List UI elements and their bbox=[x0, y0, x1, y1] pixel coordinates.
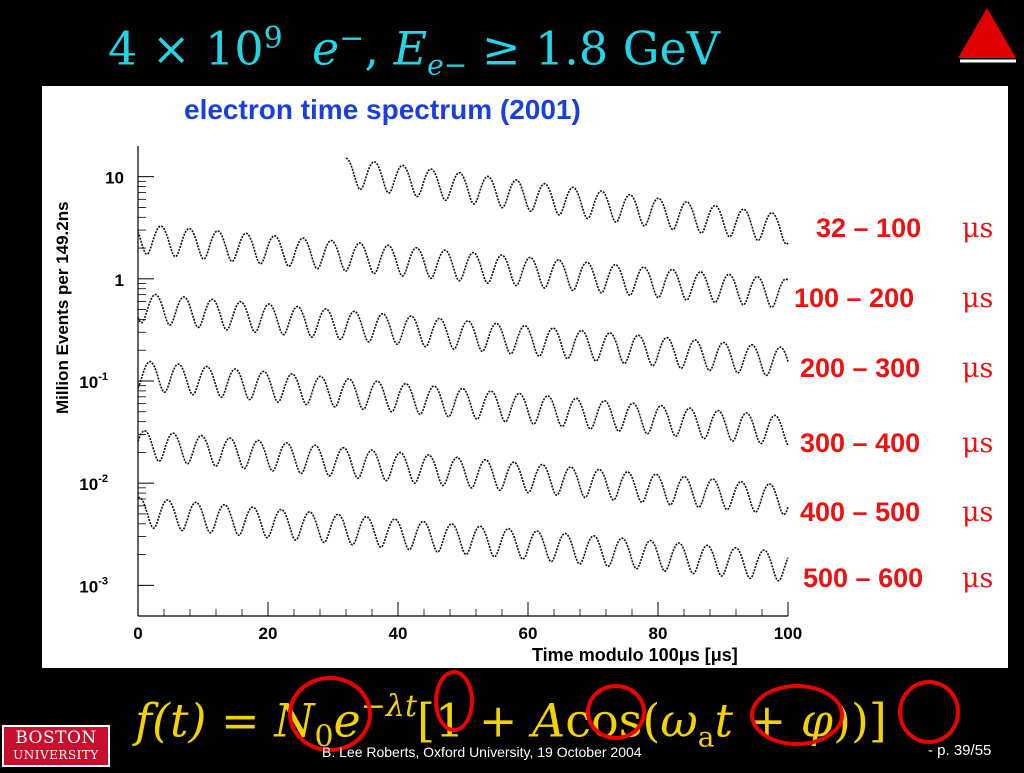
x-axis-label: Time modulo 100μs [μs] bbox=[532, 645, 738, 665]
formula-omega: ω bbox=[660, 693, 698, 748]
x-tick-label: 60 bbox=[519, 624, 538, 643]
range-label: 500 – 600 bbox=[803, 563, 924, 593]
range-unit: μs bbox=[962, 353, 994, 384]
boston-university-logo: BOSTON UNIVERSITY bbox=[2, 725, 110, 767]
footer-credit: B. Lee Roberts, Oxford University, 19 Oc… bbox=[322, 744, 642, 760]
title-electron-sign: − bbox=[339, 21, 365, 56]
formula-lhs: f(t) = bbox=[135, 693, 260, 748]
y-tick-label: 10-3 bbox=[79, 575, 108, 596]
range-unit: μs bbox=[962, 428, 994, 459]
nav-up-triangle-icon[interactable] bbox=[956, 6, 1018, 64]
y-tick-label: 10-1 bbox=[79, 371, 108, 392]
axis-ticks: 10 1 10-1 10-2 10-3 0 20 40 60 80 100 bbox=[79, 169, 802, 643]
title-prefix: 4 × 10 bbox=[108, 21, 264, 76]
x-tick-label: 80 bbox=[649, 624, 668, 643]
series-curve-1 bbox=[345, 157, 789, 245]
x-tick-label: 40 bbox=[389, 624, 408, 643]
range-label: 32 – 100 bbox=[816, 213, 922, 243]
y-tick-label: 10 bbox=[105, 169, 124, 188]
range-unit: μs bbox=[962, 563, 994, 594]
highlight-circle-A bbox=[586, 684, 646, 740]
formula-t: t bbox=[714, 693, 733, 748]
formula-exp-t: t bbox=[404, 689, 417, 724]
page-number: - p. 39/55 bbox=[928, 742, 992, 759]
slide-title: 4 × 109 e−, Ee− ≥ 1.8 GeV bbox=[108, 21, 720, 82]
time-spectrum-chart: electron time spectrum (2001) Million Ev… bbox=[53, 94, 802, 665]
logo-line2: UNIVERSITY bbox=[13, 748, 99, 762]
title-energy-sub: e− bbox=[427, 48, 468, 82]
y-tick-label: 10-2 bbox=[79, 473, 108, 494]
highlight-circle-omega bbox=[750, 684, 844, 746]
range-label: 200 – 300 bbox=[800, 353, 921, 383]
series-curve-3 bbox=[137, 293, 789, 377]
highlight-circle-N0 bbox=[288, 676, 372, 752]
range-unit: μs bbox=[962, 213, 994, 244]
range-unit: μs bbox=[962, 283, 994, 314]
x-tick-label: 20 bbox=[259, 624, 278, 643]
range-label: 300 – 400 bbox=[800, 428, 921, 458]
series-curve-5 bbox=[137, 429, 789, 516]
formula-omega-sub: a bbox=[697, 720, 715, 754]
range-label: 100 – 200 bbox=[794, 283, 915, 313]
data-series bbox=[137, 157, 789, 582]
title-energy: E bbox=[393, 21, 428, 76]
range-label: 400 – 500 bbox=[800, 497, 921, 527]
plot-panel: electron time spectrum (2001) Million Ev… bbox=[42, 86, 1008, 668]
axes bbox=[137, 146, 788, 617]
highlight-circle-lambda bbox=[434, 670, 474, 732]
title-exponent: 9 bbox=[263, 21, 283, 56]
formula-A: A bbox=[532, 693, 566, 748]
x-tick-label: 100 bbox=[774, 624, 802, 643]
title-threshold: ≥ 1.8 GeV bbox=[481, 21, 720, 76]
title-electron: e bbox=[311, 21, 340, 76]
range-unit: μs bbox=[962, 497, 994, 528]
chart-title: electron time spectrum (2001) bbox=[184, 94, 581, 125]
x-tick-label: 0 bbox=[133, 624, 142, 643]
series-curve-4 bbox=[137, 360, 789, 446]
y-axis-label: Million Events per 149.2ns bbox=[53, 201, 72, 414]
series-curve-6 bbox=[137, 496, 789, 582]
formula-exp-lambda: λ bbox=[385, 689, 405, 724]
highlight-circle-phi bbox=[898, 680, 960, 744]
logo-line1: BOSTON bbox=[15, 728, 97, 748]
y-tick-label: 1 bbox=[115, 271, 124, 290]
series-curve-2 bbox=[137, 225, 789, 309]
